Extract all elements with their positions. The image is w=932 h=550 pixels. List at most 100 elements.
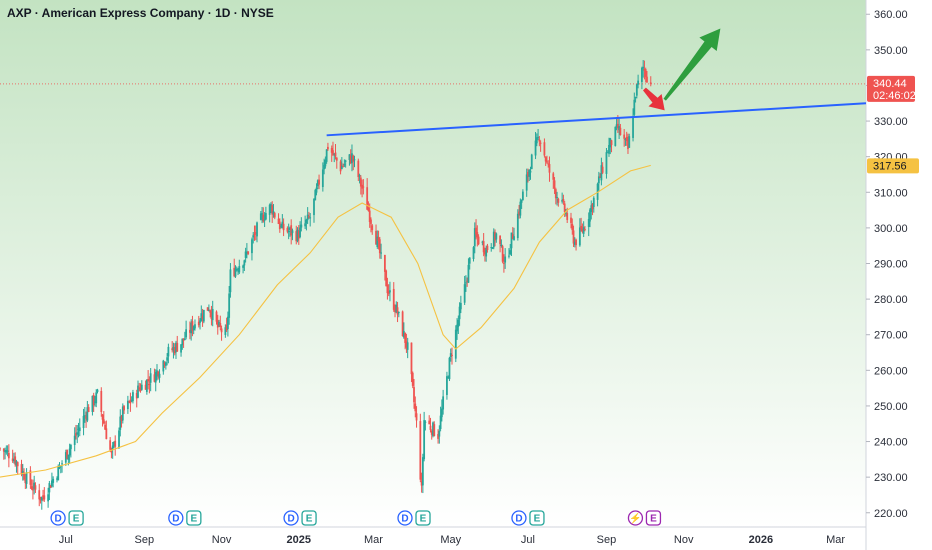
- candle-down: [123, 406, 125, 411]
- candle-down: [385, 270, 388, 287]
- candle-up: [118, 430, 120, 448]
- candle-up: [194, 324, 196, 329]
- candle-up: [149, 373, 152, 383]
- candle-down: [34, 485, 37, 490]
- candle-up: [78, 427, 81, 432]
- candle-up: [58, 465, 61, 469]
- y-tick-label: 290.00: [874, 259, 908, 271]
- candle-up: [158, 373, 161, 378]
- candle-down: [499, 235, 502, 245]
- candle-down: [486, 245, 489, 251]
- candle-up: [473, 228, 476, 247]
- candle-down: [387, 291, 390, 294]
- candle-up: [156, 370, 158, 374]
- candle-up: [556, 197, 558, 199]
- y-tick-label: 310.00: [874, 187, 908, 199]
- candle-up: [449, 353, 452, 357]
- x-tick-label: Jul: [521, 534, 535, 546]
- candle-up: [251, 239, 253, 254]
- candle-up: [343, 164, 346, 166]
- candle-down: [277, 218, 280, 225]
- candle-down: [476, 232, 479, 238]
- event-label: E: [73, 514, 80, 525]
- candle-up: [635, 83, 638, 96]
- dividend-marker: D: [168, 510, 184, 526]
- candle-up: [609, 138, 612, 148]
- candle-up: [111, 445, 114, 451]
- candle-down: [571, 223, 574, 231]
- candle-up: [64, 452, 67, 463]
- candle-down: [503, 262, 505, 264]
- candle-down: [349, 155, 352, 164]
- candle-up: [245, 251, 248, 254]
- candle-up: [190, 322, 193, 334]
- candle-up: [164, 362, 167, 366]
- candle-down: [253, 233, 256, 235]
- candle-up: [641, 67, 643, 82]
- candle-down: [327, 146, 329, 150]
- candle-up: [95, 392, 98, 404]
- event-label: D: [54, 514, 61, 525]
- y-tick-label: 300.00: [874, 223, 908, 235]
- candle-up: [94, 401, 96, 403]
- drawings-layer: [326, 28, 866, 137]
- earnings-icon: [529, 510, 545, 526]
- candle-up: [192, 326, 195, 331]
- candle-up: [406, 342, 409, 350]
- candle-down: [404, 332, 407, 343]
- candle-down: [92, 394, 95, 406]
- candle-up: [628, 136, 631, 148]
- candle-down: [75, 433, 77, 436]
- candle-down: [29, 470, 32, 485]
- candle-down: [359, 177, 362, 187]
- x-tick-label: Sep: [597, 534, 617, 546]
- candle-up: [333, 153, 336, 155]
- arrow-down-icon: [643, 87, 665, 111]
- candle-up: [181, 338, 184, 346]
- candle-down: [563, 203, 566, 213]
- candle-up: [91, 395, 94, 412]
- candle-down: [501, 246, 504, 262]
- candle-up: [300, 224, 303, 228]
- candle-down: [575, 239, 577, 246]
- candle-down: [646, 76, 648, 83]
- candle-down: [494, 232, 496, 241]
- candle-up: [509, 250, 512, 255]
- candle-up: [315, 187, 318, 193]
- candle-down: [66, 450, 69, 459]
- candle-up: [421, 457, 424, 486]
- candle-down: [120, 416, 123, 421]
- candle-down: [547, 163, 550, 165]
- candle-up: [96, 389, 99, 392]
- candle-up: [485, 247, 488, 257]
- candle-up: [606, 152, 609, 154]
- dividend-icon: [283, 510, 299, 526]
- candle-down: [367, 207, 370, 211]
- candle-down: [377, 237, 380, 242]
- candle-down: [368, 210, 371, 222]
- candle-up: [218, 321, 220, 326]
- candle-up: [68, 448, 71, 456]
- candle-up: [228, 293, 231, 318]
- candle-up: [457, 319, 460, 327]
- candle-down: [30, 486, 33, 489]
- candle-up: [280, 225, 282, 228]
- y-tick-label: 270.00: [874, 330, 908, 342]
- candle-up: [600, 165, 603, 181]
- candle-up: [211, 308, 214, 321]
- candle-up: [40, 497, 43, 501]
- candle-down: [357, 160, 360, 178]
- y-tick-label: 240.00: [874, 437, 908, 449]
- candle-down: [153, 374, 156, 382]
- candle-up: [132, 392, 134, 402]
- y-tick-label: 280.00: [874, 294, 908, 306]
- x-tick-label: May: [440, 534, 461, 546]
- candle-up: [565, 212, 567, 215]
- candle-down: [216, 320, 219, 328]
- candle-up: [270, 204, 272, 208]
- candle-down: [610, 140, 613, 146]
- candle-up: [500, 244, 503, 246]
- candle-down: [451, 354, 453, 356]
- candle-down: [396, 307, 399, 315]
- last-price-value: 340.44: [873, 78, 907, 90]
